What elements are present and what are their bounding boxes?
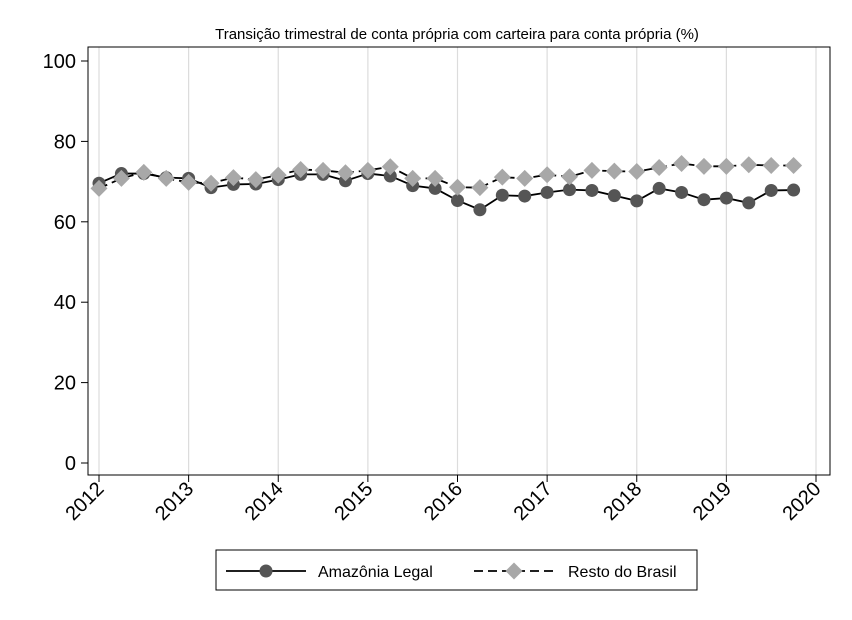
legend-label: Amazônia Legal [318,564,433,581]
y-tick-label: 80 [54,131,76,153]
data-point-circle [473,203,487,217]
data-point-circle [383,169,397,183]
data-point-circle [540,185,554,199]
plot-frame [87,46,831,476]
data-point-circle [675,185,689,199]
data-point-diamond [224,169,242,187]
legend-marker-diamond [505,562,523,580]
data-point-diamond [740,156,758,174]
data-point-diamond [112,169,130,187]
series-amazonia-legal [92,167,801,217]
data-point-circle [585,183,599,197]
y-tick-label: 100 [43,51,76,73]
y-tick-label: 60 [54,212,76,234]
x-tick-label: 2012 [62,478,109,525]
x-tick-label: 2019 [689,478,736,525]
data-point-diamond [650,159,668,177]
x-tick-label: 2015 [330,478,377,525]
data-point-diamond [785,157,803,175]
data-point-circle [630,194,644,208]
data-point-diamond [605,162,623,180]
data-point-circle [495,188,509,202]
legend-label: Resto do Brasil [568,564,677,581]
data-point-diamond [247,171,265,189]
data-point-diamond [426,169,444,187]
grid-lines [98,47,817,475]
data-point-diamond [135,163,153,181]
x-tick-label: 2014 [241,478,288,525]
data-point-circle [719,191,733,205]
data-point-circle [451,193,464,207]
legend-marker-circle [259,564,273,578]
data-point-diamond [269,166,287,184]
data-point-circle [428,181,442,195]
data-point-diamond [381,158,399,176]
data-point-diamond [471,179,489,197]
data-point-diamond [561,168,579,186]
data-point-diamond [717,157,735,175]
data-point-diamond [628,163,646,181]
data-point-diamond [583,161,601,179]
data-point-diamond [673,155,691,173]
data-point-circle [518,189,532,203]
y-tick-label: 0 [65,453,76,475]
data-point-diamond [90,179,108,197]
data-point-diamond [538,166,556,184]
data-point-diamond [202,174,220,192]
data-point-circle [652,181,666,195]
data-point-diamond [449,178,466,196]
data-point-circle [764,183,778,197]
x-tick-label: 2016 [420,478,467,525]
legend: Amazônia Legal Resto do Brasil [215,549,698,591]
data-point-circle [607,189,621,203]
data-point-circle [563,183,577,197]
x-tick-label: 2018 [599,478,646,525]
data-point-diamond [359,161,377,179]
data-point-circle [742,196,756,210]
data-point-circle [787,183,801,197]
data-point-diamond [180,173,198,191]
data-point-diamond [516,169,534,187]
data-point-circle [697,193,711,207]
y-tick-label: 40 [54,292,76,314]
data-point-diamond [292,161,310,179]
x-tick-label: 2020 [779,478,826,525]
y-tick-label: 20 [54,373,76,395]
axes: 2012 2013 2014 2015 2016 2017 2018 2019 2020 0 20 4… [43,46,831,525]
legend-entry: Amazônia Legal [226,564,433,581]
data-point-diamond [493,168,511,186]
data-point-diamond [157,169,175,187]
series-line [98,172,794,211]
x-tick-label: 2017 [510,478,557,525]
data-point-diamond [404,169,422,187]
legend-entry: Resto do Brasil [474,562,677,581]
chart-title: Transição trimestral de conta própria co… [215,26,699,43]
data-point-diamond [695,157,713,175]
legend-box [215,549,698,591]
series-layer [90,155,803,217]
data-point-diamond [336,164,354,182]
x-tick-label: 2013 [151,478,198,525]
series-resto-do-brasil [90,155,803,197]
data-point-diamond [314,161,332,179]
data-point-diamond [762,157,780,175]
